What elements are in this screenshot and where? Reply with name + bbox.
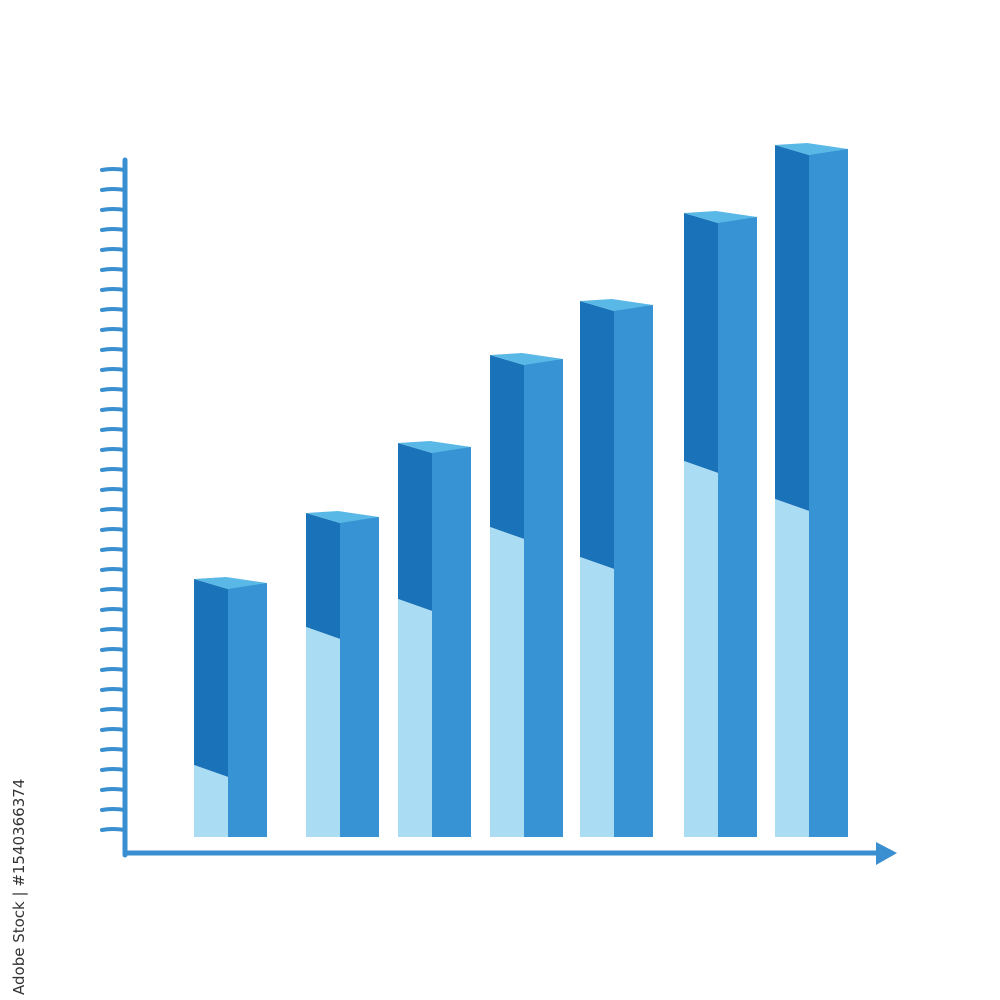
bar-front-face xyxy=(614,305,653,837)
y-tick xyxy=(100,487,127,492)
y-tick xyxy=(100,167,127,172)
bar-front-face xyxy=(228,583,267,837)
bar-dark-segment xyxy=(775,145,809,511)
bar-dark-segment xyxy=(194,579,228,777)
bar-top-face xyxy=(194,577,267,589)
y-tick xyxy=(100,407,127,412)
y-tick xyxy=(100,527,127,532)
bar-front-face xyxy=(340,517,379,837)
bar-light-segment xyxy=(684,461,718,837)
y-tick xyxy=(100,307,127,312)
y-tick xyxy=(100,547,127,552)
y-tick xyxy=(100,207,127,212)
y-tick xyxy=(100,267,127,272)
bar-top-face xyxy=(490,353,563,365)
y-tick xyxy=(100,427,127,432)
y-tick xyxy=(100,727,127,732)
y-tick xyxy=(100,747,127,752)
bar-front-face xyxy=(809,149,848,837)
x-axis-arrow xyxy=(876,842,897,865)
y-tick xyxy=(100,587,127,592)
bar-top-face xyxy=(398,441,471,453)
bar-dark-segment xyxy=(398,443,432,611)
y-tick xyxy=(100,287,127,292)
y-tick xyxy=(100,227,127,232)
y-tick xyxy=(100,347,127,352)
bar-top-face xyxy=(580,299,653,311)
y-tick xyxy=(100,247,127,252)
bar-front-face xyxy=(524,359,563,837)
y-tick xyxy=(100,387,127,392)
bar-light-segment xyxy=(194,765,228,837)
y-tick xyxy=(100,827,127,832)
y-tick xyxy=(100,447,127,452)
bar-light-segment xyxy=(398,599,432,837)
y-tick xyxy=(100,507,127,512)
bar-dark-segment xyxy=(306,513,340,639)
y-tick xyxy=(100,807,127,812)
bar-light-segment xyxy=(580,557,614,837)
y-tick xyxy=(100,567,127,572)
y-tick xyxy=(100,607,127,612)
bar-top-face xyxy=(306,511,379,523)
bar-top-face xyxy=(775,143,848,155)
bar-front-face xyxy=(432,447,471,837)
y-tick xyxy=(100,767,127,772)
bar-light-segment xyxy=(306,627,340,837)
y-tick xyxy=(100,627,127,632)
stock-credit: Adobe Stock | #1540366374 xyxy=(10,778,28,995)
bar-dark-segment xyxy=(580,301,614,569)
bar-light-segment xyxy=(775,499,809,837)
bar-dark-segment xyxy=(684,213,718,473)
y-tick xyxy=(100,467,127,472)
y-tick xyxy=(100,187,127,192)
bar-top-face xyxy=(684,211,757,223)
y-tick xyxy=(100,327,127,332)
y-tick xyxy=(100,667,127,672)
bar-dark-segment xyxy=(490,355,524,539)
y-tick xyxy=(100,787,127,792)
y-tick xyxy=(100,367,127,372)
y-tick xyxy=(100,707,127,712)
y-tick xyxy=(100,647,127,652)
bar-front-face xyxy=(718,217,757,837)
bar-light-segment xyxy=(490,527,524,837)
y-tick xyxy=(100,687,127,692)
